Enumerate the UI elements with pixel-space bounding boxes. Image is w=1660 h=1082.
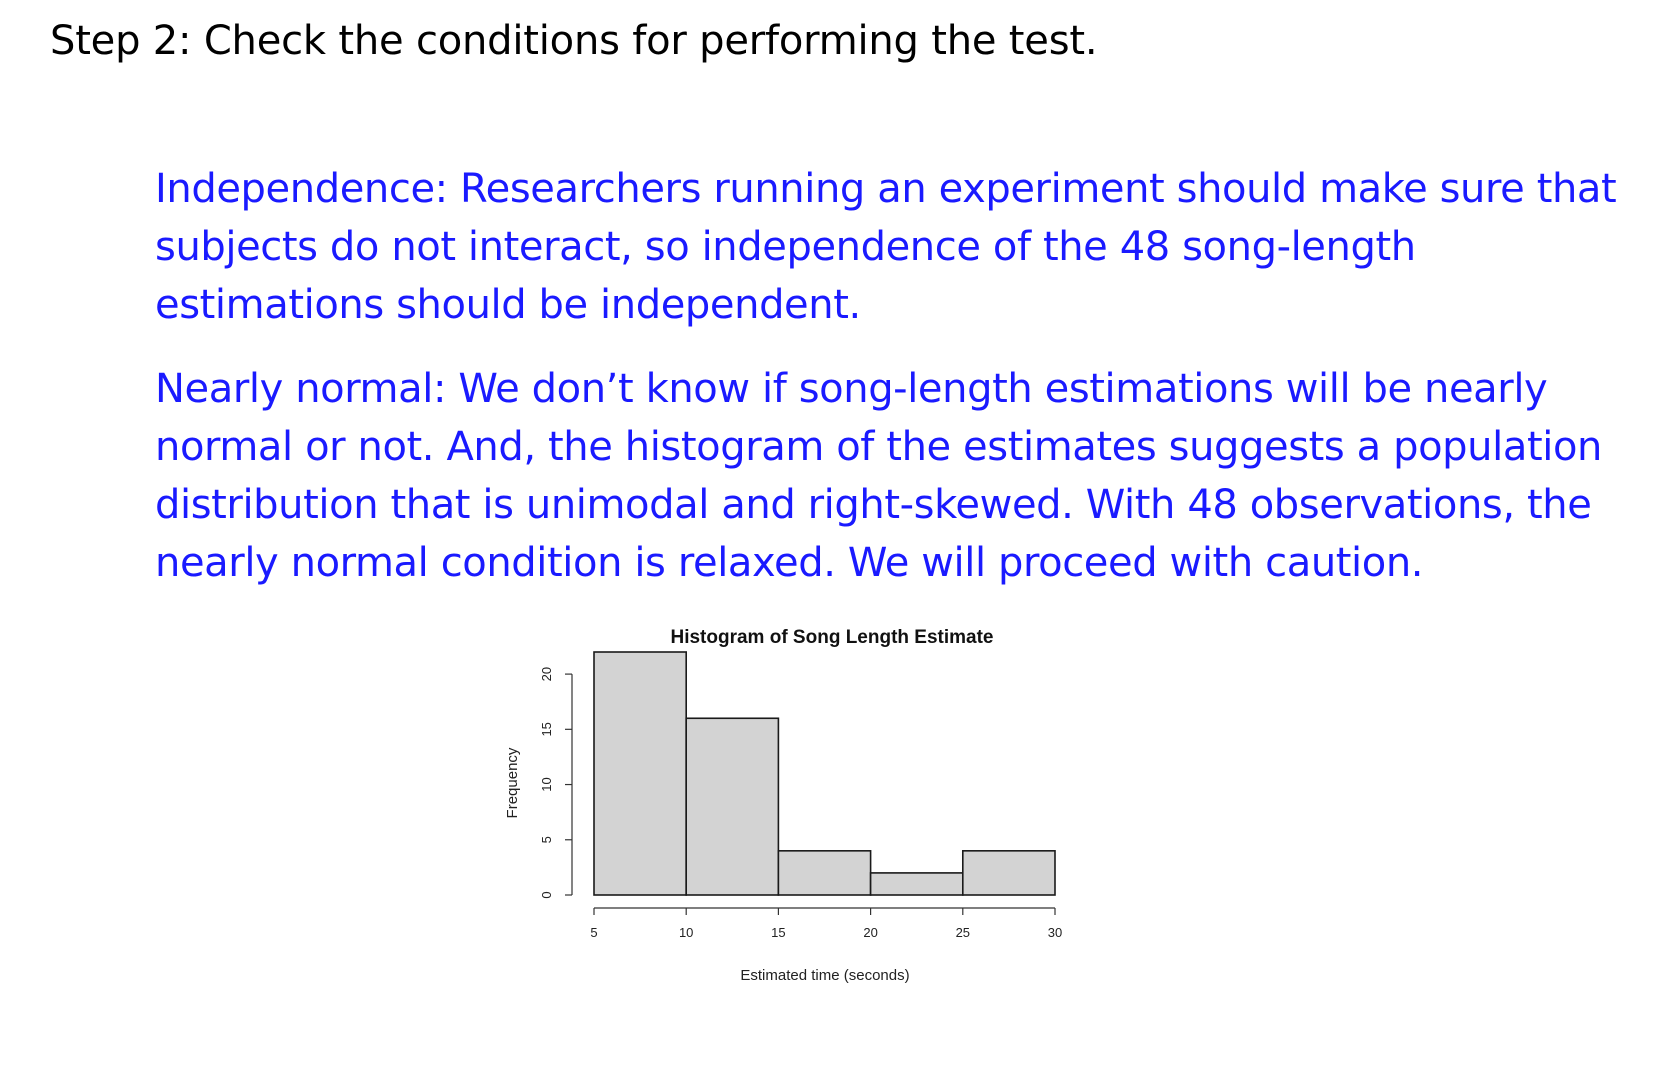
nearly-normal-line: Nearly normal: We don’t know if song-len… bbox=[155, 366, 1548, 412]
x-axis: 5 10 15 20 25 30 bbox=[590, 907, 1062, 940]
independence-paragraph: Independence: Researchers running an exp… bbox=[155, 160, 1635, 334]
x-tick-label: 25 bbox=[956, 925, 970, 940]
y-tick-label: 15 bbox=[539, 722, 554, 736]
y-tick-label: 10 bbox=[539, 777, 554, 791]
x-tick-label: 10 bbox=[679, 925, 693, 940]
nearly-normal-paragraph: Nearly normal: We don’t know if song-len… bbox=[155, 360, 1635, 592]
x-tick-label: 5 bbox=[590, 925, 597, 940]
x-tick-label: 15 bbox=[771, 925, 785, 940]
step-heading: Step 2: Check the conditions for perform… bbox=[50, 18, 1098, 64]
bars-group bbox=[593, 651, 1056, 896]
y-axis: 0 5 10 15 20 bbox=[539, 667, 573, 899]
independence-line: Independence: Researchers running an exp… bbox=[155, 166, 1617, 212]
histogram-chart: Histogram of Song Length Estimate 0 5 10 15… bbox=[504, 627, 1062, 984]
histogram-bar bbox=[593, 651, 687, 896]
nearly-normal-line: distribution that is unimodal and right-… bbox=[155, 482, 1592, 528]
nearly-normal-line: normal or not. And, the histogram of the… bbox=[155, 424, 1602, 470]
histogram-bar bbox=[777, 850, 872, 896]
histogram-bar bbox=[961, 850, 1056, 896]
histogram-bar bbox=[685, 717, 780, 896]
nearly-normal-line: nearly normal condition is relaxed. We w… bbox=[155, 540, 1424, 586]
independence-line: subjects do not interact, so independenc… bbox=[155, 224, 1416, 270]
y-tick-label: 20 bbox=[539, 667, 554, 681]
histogram-bar bbox=[869, 872, 964, 896]
y-tick-label: 5 bbox=[539, 836, 554, 843]
y-tick-label: 0 bbox=[539, 891, 554, 898]
x-tick-label: 30 bbox=[1048, 925, 1062, 940]
x-tick-label: 20 bbox=[863, 925, 877, 940]
chart-title: Histogram of Song Length Estimate bbox=[670, 627, 993, 648]
independence-line: estimations should be independent. bbox=[155, 282, 861, 328]
x-axis-label: Estimated time (seconds) bbox=[740, 967, 909, 984]
y-axis-label: Frequency bbox=[504, 747, 521, 818]
